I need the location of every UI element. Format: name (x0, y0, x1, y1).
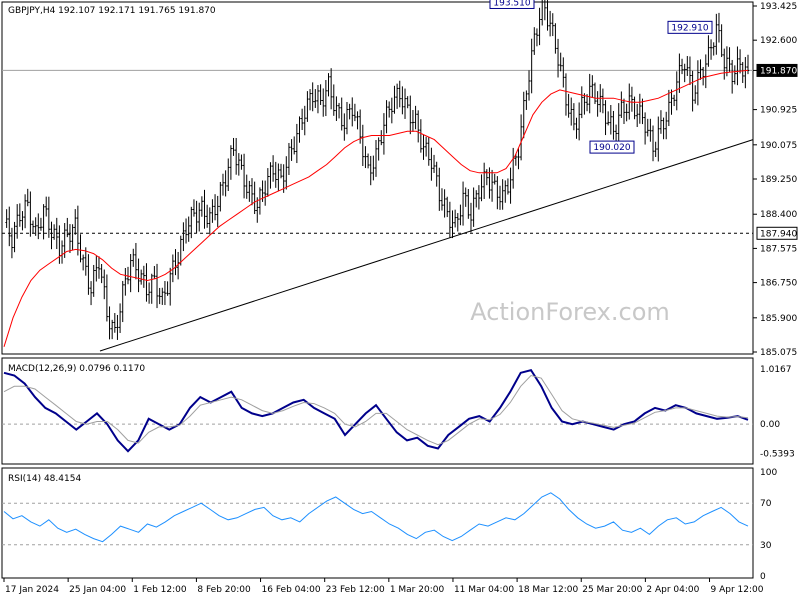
axis-level-box (756, 226, 798, 240)
trendline-line (99, 139, 754, 352)
watermark: ActionForex.com (470, 298, 670, 326)
macd-y-tick-label: -0.5393 (760, 449, 795, 459)
x-tick-label: 9 Apr 12:00 (711, 585, 764, 595)
x-tick-label: 1 Mar 20:00 (390, 585, 445, 595)
rsi-y-tick-label: 0 (760, 572, 766, 582)
price-label-box (489, 0, 535, 9)
rsi-y-tick-label: 30 (760, 541, 772, 551)
price-y-tick-label: 189.250 (760, 175, 797, 185)
price-y-tick-label: 186.750 (760, 279, 797, 289)
x-tick-label: 18 Mar 12:00 (518, 585, 578, 595)
rsi-y-tick-label: 100 (760, 468, 777, 478)
price-label-box (667, 20, 713, 34)
price-label-box (589, 140, 635, 154)
rsi-line (3, 492, 749, 543)
macd-panel-frame (1, 357, 754, 465)
price-y-tick-label: 193.425 (760, 2, 797, 12)
current-price-text: 191.870 (760, 66, 797, 76)
macd-signal-line (3, 374, 749, 446)
price-y-tick-label: 185.900 (760, 314, 797, 324)
symbol-header: GBPJPY,H4 192.107 192.171 191.765 191.87… (8, 6, 216, 16)
price-panel-frame (1, 1, 754, 355)
x-tick-label: 16 Feb 04:00 (262, 585, 321, 595)
trendline (99, 139, 754, 352)
macd-y-ticks: 1.0167 0.00 -0.5393 (760, 365, 795, 459)
rsi-panel-frame (1, 467, 754, 579)
price-label-text: 192.910 (671, 23, 708, 33)
moving-average (3, 69, 749, 347)
price-y-ticks: 193.425 192.600 191.870 190.925 190.075 189.2… (753, 2, 797, 358)
macd-header: MACD(12,26,9) 0.0796 0.1170 (8, 364, 145, 374)
price-y-tick-label: 192.600 (760, 36, 797, 46)
moving-average-line (3, 69, 749, 347)
x-tick-label: 2 Apr 04:00 (646, 585, 699, 595)
x-tick-label: 8 Feb 20:00 (197, 585, 251, 595)
x-tick-label: 11 Mar 04:00 (454, 585, 514, 595)
current-price-box (756, 63, 798, 77)
rsi-header: RSI(14) 48.4154 (8, 474, 81, 484)
price-grid (2, 69, 753, 234)
macd-y-tick-label: 0.00 (760, 420, 780, 430)
rsi-y-tick-label: 70 (760, 499, 772, 509)
price-label-text: 193.510 (493, 0, 530, 8)
price-y-tick-label: 190.075 (760, 141, 797, 151)
x-tick-label: 1 Feb 12:00 (133, 585, 187, 595)
x-tick-label: 25 Mar 20:00 (582, 585, 642, 595)
price-annotations: 193.510 192.910 190.020 187.940 191.870 (489, 0, 798, 240)
price-candles (5, 0, 750, 340)
x-tick-label: 23 Feb 12:00 (326, 585, 385, 595)
x-tick-label: 17 Jan 2024 (5, 585, 59, 595)
price-y-tick-label: 190.925 (760, 106, 797, 116)
macd-line (3, 368, 749, 453)
x-tick-label: 25 Jan 04:00 (69, 585, 126, 595)
price-y-tick-label: 185.075 (760, 348, 797, 358)
price-y-tick-label: 188.400 (760, 210, 797, 220)
macd-lines (2, 368, 753, 453)
rsi-y-ticks: 100 70 30 0 (760, 468, 777, 582)
axis-level-text: 187.940 (760, 229, 797, 239)
x-axis-ticks: 17 Jan 2024 25 Jan 04:00 1 Feb 12:00 8 Feb … (3, 578, 764, 595)
price-label-text: 190.020 (593, 143, 630, 153)
rsi-lines (2, 492, 753, 546)
macd-y-tick-label: 1.0167 (760, 365, 792, 375)
price-y-tick-label: 187.575 (760, 244, 797, 254)
